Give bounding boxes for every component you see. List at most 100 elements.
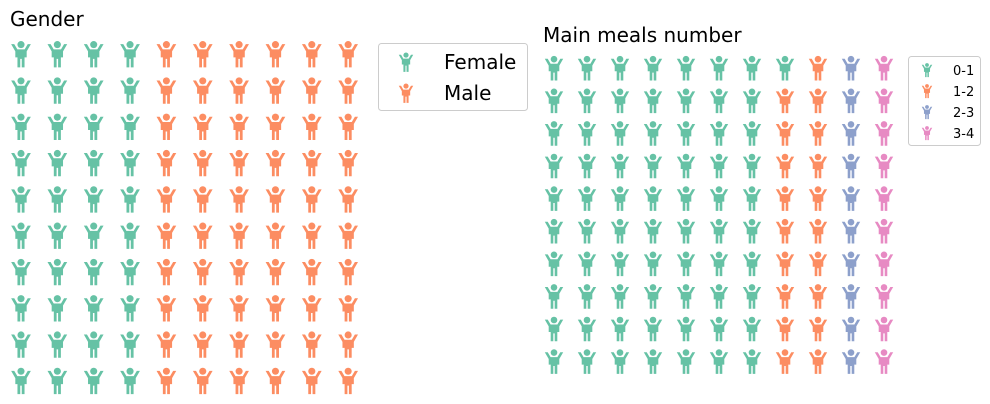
waffle-icon-3-4 [874, 316, 894, 342]
waffle-icon-0-1 [643, 186, 663, 211]
waffle-icon-0-1 [577, 88, 597, 114]
waffle-icon-2-3 [841, 284, 861, 309]
waffle-icon-1-2 [808, 218, 828, 244]
waffle-icon-female [83, 186, 104, 213]
waffle-icon-female [47, 77, 68, 104]
waffle-icon-0-1 [676, 121, 696, 146]
legend-label-3-4: 3-4 [953, 127, 974, 142]
waffle-icon-female [120, 41, 140, 68]
waffle-icon-female [83, 295, 104, 322]
waffle-icon-female [11, 331, 31, 358]
legend-frame [378, 43, 528, 111]
waffle-icon-1-2 [808, 251, 828, 277]
gender-legend: Female Male [378, 43, 528, 111]
waffle-icon-male [156, 113, 177, 140]
waffle-icon-male [229, 186, 249, 213]
waffle-icon-3-4 [874, 121, 894, 146]
waffle-icon-0-1 [742, 121, 762, 146]
waffle-icon-female [11, 149, 31, 177]
waffle-icon-0-1 [709, 284, 729, 309]
waffle-icon-male [338, 331, 359, 358]
waffle-icon-0-1 [643, 284, 663, 309]
waffle-icon-male [192, 222, 213, 249]
waffle-icon-female [47, 367, 68, 395]
waffle-icon-male [301, 186, 322, 213]
waffle-icon-male [156, 258, 177, 286]
waffle-icon-0-1 [610, 121, 630, 146]
waffle-icon-0-1 [610, 349, 630, 374]
waffle-icon-female [11, 295, 31, 322]
waffle-icon-male [338, 222, 359, 249]
waffle-icon-male [301, 331, 322, 358]
waffle-icon-2-3 [841, 121, 861, 146]
legend-label-female: Female [444, 50, 516, 74]
waffle-icon-0-1 [544, 88, 564, 114]
waffle-icon-0-1 [676, 153, 696, 179]
waffle-icon-female [11, 258, 31, 286]
waffle-icon-male [338, 367, 359, 395]
waffle-icon-0-1 [610, 55, 630, 81]
waffle-icon-female [11, 222, 31, 249]
waffle-icon-male [192, 258, 213, 286]
waffle-icon-2-3 [841, 55, 861, 81]
waffle-icon-0-1 [643, 88, 663, 114]
waffle-icon-0-1 [643, 55, 663, 81]
waffle-icon-0-1 [709, 153, 729, 179]
waffle-icon-female [120, 295, 140, 322]
waffle-icon-male [192, 41, 213, 68]
waffle-icon-0-1 [610, 251, 630, 277]
waffle-icon-0-1 [676, 218, 696, 244]
waffle-icon-male [229, 149, 249, 177]
chart-title: Main meals number [543, 23, 742, 47]
waffle-icon-0-1 [544, 251, 564, 277]
waffle-icon-male [156, 41, 177, 68]
waffle-icon-1-2 [808, 55, 828, 81]
waffle-icon-male [265, 186, 286, 213]
waffle-icon-1-2 [775, 316, 795, 342]
waffle-icon-3-4 [874, 251, 894, 277]
waffle-icon-0-1 [643, 251, 663, 277]
waffle-icon-0-1 [544, 284, 564, 309]
waffle-icon-2-3 [841, 251, 861, 277]
waffle-icon-male [301, 295, 322, 322]
waffle-icon-female [120, 186, 140, 213]
waffle-icon-0-1 [643, 153, 663, 179]
waffle-icon-female [120, 258, 140, 286]
waffle-icon-male [301, 77, 322, 104]
waffle-icon-female [83, 222, 104, 249]
waffle-icon-female [83, 258, 104, 286]
waffle-icon-female [11, 77, 31, 104]
waffle-icon-0-1 [544, 316, 564, 342]
waffle-icon-1-2 [808, 121, 828, 146]
waffle-icon-0-1 [610, 284, 630, 309]
waffle-icon-female [47, 113, 68, 140]
legend-label-2-3: 2-3 [953, 106, 974, 121]
waffle-icon-0-1 [742, 218, 762, 244]
waffle-icon-3-4 [874, 153, 894, 179]
waffle-icon-male [338, 77, 359, 104]
waffle-icon-male [229, 331, 249, 358]
waffle-icon-0-1 [742, 349, 762, 374]
waffle-icon-male [229, 77, 249, 104]
waffle-icon-female [47, 222, 68, 249]
waffle-icon-0-1 [709, 186, 729, 211]
waffle-icon-0-1 [709, 349, 729, 374]
waffle-icon-2-3 [841, 316, 861, 342]
waffle-icon-male [192, 113, 213, 140]
waffle-icon-0-1 [544, 55, 564, 81]
waffle-icon-male [192, 295, 213, 322]
waffle-icon-0-1 [742, 316, 762, 342]
waffle-icon-3-4 [874, 88, 894, 114]
waffle-icon-1-2 [775, 251, 795, 277]
waffle-icon-2-3 [841, 88, 861, 114]
waffle-icon-male [192, 149, 213, 177]
waffle-icon-0-1 [610, 218, 630, 244]
waffle-icon-female [120, 331, 140, 358]
main-meals-legend: 0-1 1-2 2-3 3-4 [908, 56, 981, 146]
waffle-icon-female [120, 222, 140, 249]
waffle-icon-0-1 [610, 186, 630, 211]
waffle-icon-male [229, 222, 249, 249]
waffle-icon-female [120, 77, 140, 104]
waffle-icon-female [83, 149, 104, 177]
waffle-icon-0-1 [577, 316, 597, 342]
